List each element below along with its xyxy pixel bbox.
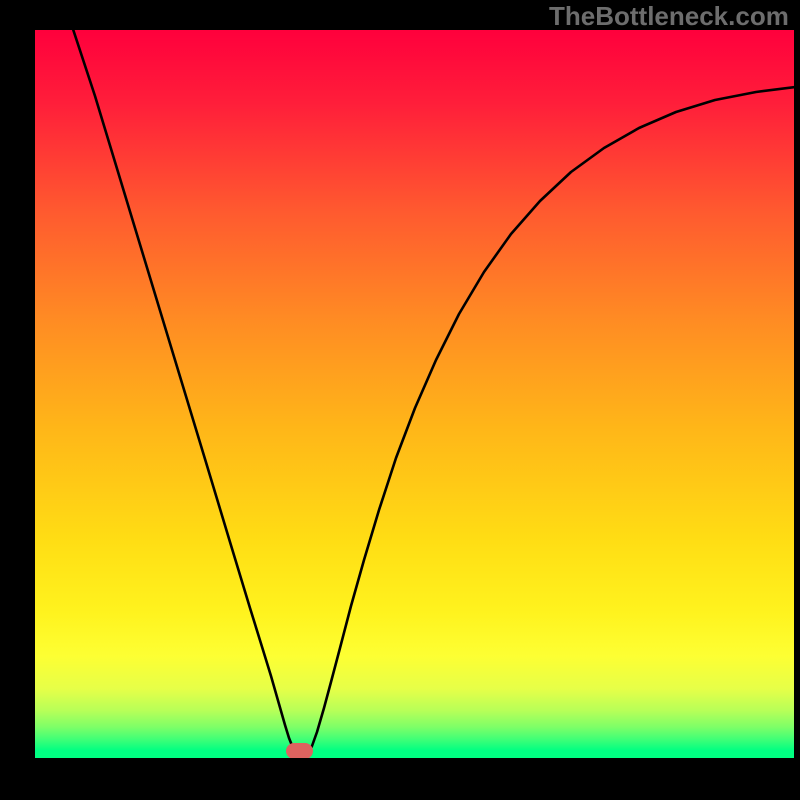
chart-plot-area xyxy=(35,30,794,758)
optimum-marker xyxy=(286,743,313,758)
bottleneck-curve xyxy=(35,30,794,758)
curve-path xyxy=(70,30,794,758)
watermark-text: TheBottleneck.com xyxy=(549,1,789,32)
